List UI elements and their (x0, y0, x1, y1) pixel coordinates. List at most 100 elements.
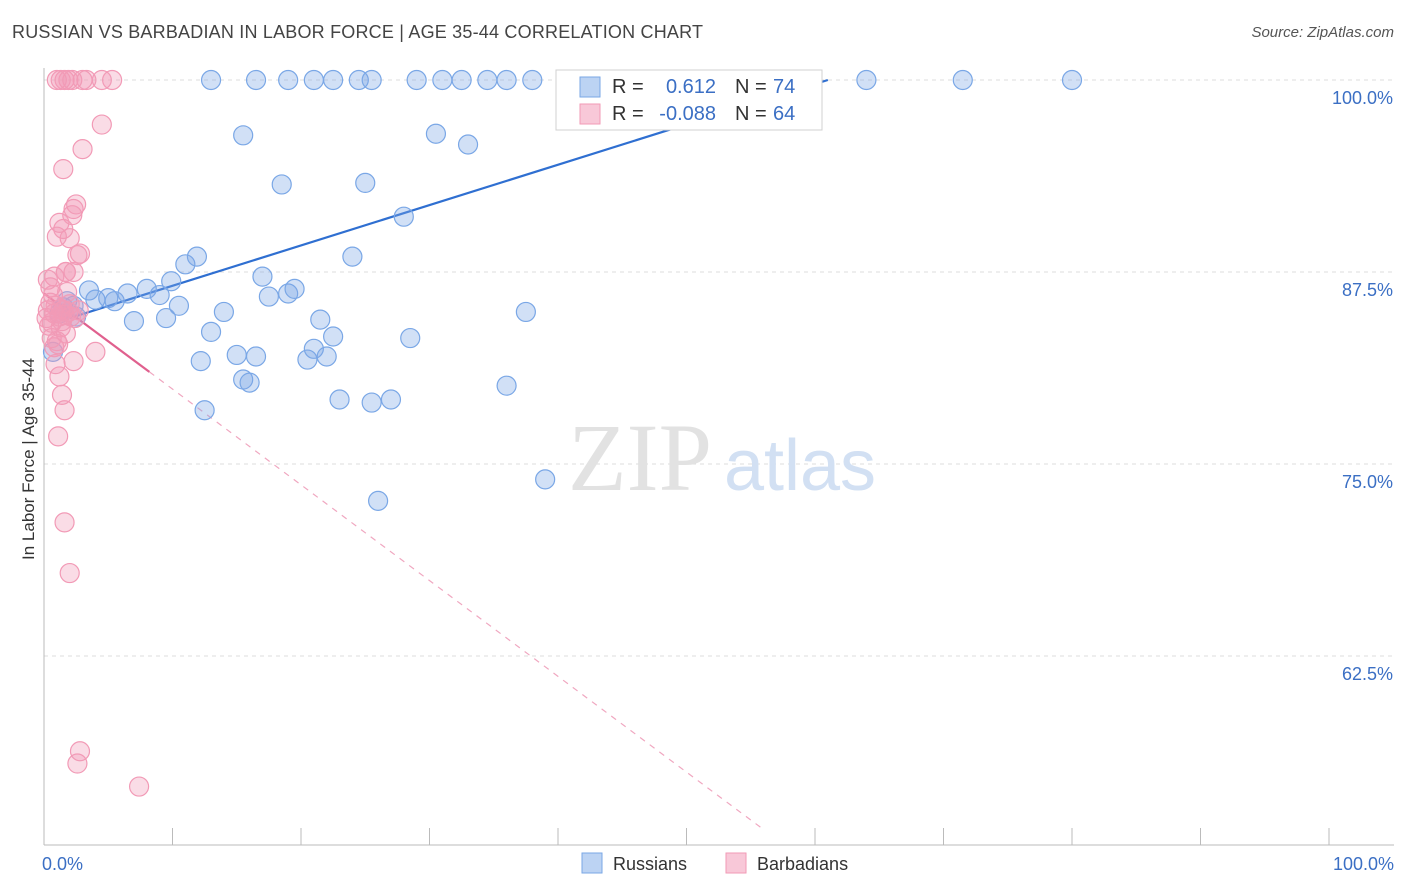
russian-point (368, 490, 389, 511)
russian-point (239, 372, 260, 393)
russian-point (303, 69, 324, 91)
barbadian-point (44, 266, 65, 287)
russian-point (310, 309, 331, 330)
russian-point (361, 69, 382, 91)
russian-point (342, 246, 363, 267)
barbadian-point (59, 228, 80, 249)
trend-extension-barbadians (149, 371, 764, 831)
barbadian-point (63, 261, 84, 283)
russian-point (316, 346, 337, 367)
russian-point (226, 344, 247, 366)
legend-label-russians: Russians (613, 854, 687, 874)
russian-point (155, 307, 177, 329)
y-axis-label: In Labor Force | Age 35-44 (19, 358, 38, 560)
barbadian-point (49, 212, 70, 233)
russian-point (278, 69, 299, 91)
stats-r-value-barbadians: -0.088 (659, 103, 716, 125)
barbadian-point (57, 281, 78, 303)
stats-r-label-barbadians: R = (612, 103, 644, 125)
barbadian-point (50, 317, 71, 338)
chart-title: RUSSIAN VS BARBADIAN IN LABOR FORCE | AG… (12, 22, 704, 42)
russian-point (245, 346, 267, 367)
russian-point (123, 311, 145, 332)
russian-point (200, 69, 222, 91)
barbadian-point (51, 384, 73, 405)
barbadian-point (69, 243, 91, 264)
russian-point (361, 392, 382, 413)
russian-point (303, 338, 324, 359)
barbadian-point (40, 277, 61, 298)
barbadian-point (85, 341, 106, 362)
russian-point (952, 69, 973, 91)
russians-points (42, 69, 1083, 511)
russian-point (175, 254, 196, 275)
russian-point (393, 206, 414, 227)
russian-point (496, 375, 517, 396)
russian-point (477, 69, 498, 91)
y-tick-label: 75.0% (1342, 472, 1393, 492)
russian-point (284, 278, 305, 299)
barbadian-point (44, 337, 65, 358)
barbadian-point (62, 205, 83, 226)
barbadian-point (55, 261, 76, 283)
russian-point (329, 389, 350, 410)
legend-swatch-russians (581, 852, 603, 874)
barbadian-point (54, 400, 75, 421)
legend-label-barbadians: Barbadians (757, 854, 848, 874)
russian-point (213, 301, 234, 323)
russian-point (406, 69, 427, 91)
barbadian-point (66, 194, 87, 215)
barbadian-point (53, 158, 74, 180)
legend: Russians Barbadians (581, 852, 848, 874)
russian-point (425, 123, 447, 144)
russian-point (190, 350, 211, 372)
russian-point (233, 125, 254, 146)
x-tick-label: 0.0% (42, 854, 83, 874)
barbadian-point (72, 139, 93, 160)
gridlines (44, 79, 1394, 657)
stats-n-value-russians: 74 (773, 76, 795, 98)
russian-point (271, 174, 292, 195)
russian-point (104, 291, 125, 312)
russian-point (522, 69, 543, 91)
tick-labels: 100.0% 87.5% 75.0% 62.5% 0.0% 100.0% (42, 88, 1394, 874)
x-tick-label: 100.0% (1333, 854, 1394, 874)
russian-point (451, 69, 472, 91)
barbadian-point (76, 69, 97, 91)
y-tick-label: 62.5% (1342, 664, 1393, 684)
legend-swatch-barbadians (725, 852, 747, 874)
russian-point (496, 69, 517, 91)
russian-point (200, 321, 222, 343)
stats-box: R = 0.612 N = 74 R = -0.088 N = 64 (555, 69, 823, 131)
russian-point (136, 278, 157, 299)
stats-n-label-russians: N = (735, 76, 767, 98)
russian-point (432, 69, 453, 91)
stats-n-label-barbadians: N = (735, 103, 767, 125)
russian-point (535, 469, 556, 490)
barbadian-point (49, 366, 70, 387)
russian-point (515, 301, 536, 323)
russian-point (297, 349, 318, 370)
barbadian-point (91, 69, 112, 91)
stats-n-value-barbadians: 64 (773, 103, 795, 125)
russian-point (245, 69, 267, 91)
russian-point (323, 69, 344, 91)
russian-point (856, 69, 877, 91)
russian-point (149, 284, 170, 306)
russian-point (186, 246, 208, 267)
barbadian-point (128, 776, 150, 797)
russian-point (161, 271, 182, 292)
barbadian-point (102, 69, 123, 91)
stats-swatch-russians (579, 76, 601, 98)
barbadian-point (59, 562, 80, 584)
russian-point (1061, 69, 1083, 91)
barbadian-point (91, 114, 112, 135)
russian-point (400, 327, 421, 349)
russian-point (457, 134, 479, 155)
barbadian-point (54, 512, 75, 533)
russian-point (117, 283, 138, 304)
barbadian-point (68, 300, 89, 321)
russian-point (252, 266, 273, 287)
russian-point (380, 389, 402, 410)
